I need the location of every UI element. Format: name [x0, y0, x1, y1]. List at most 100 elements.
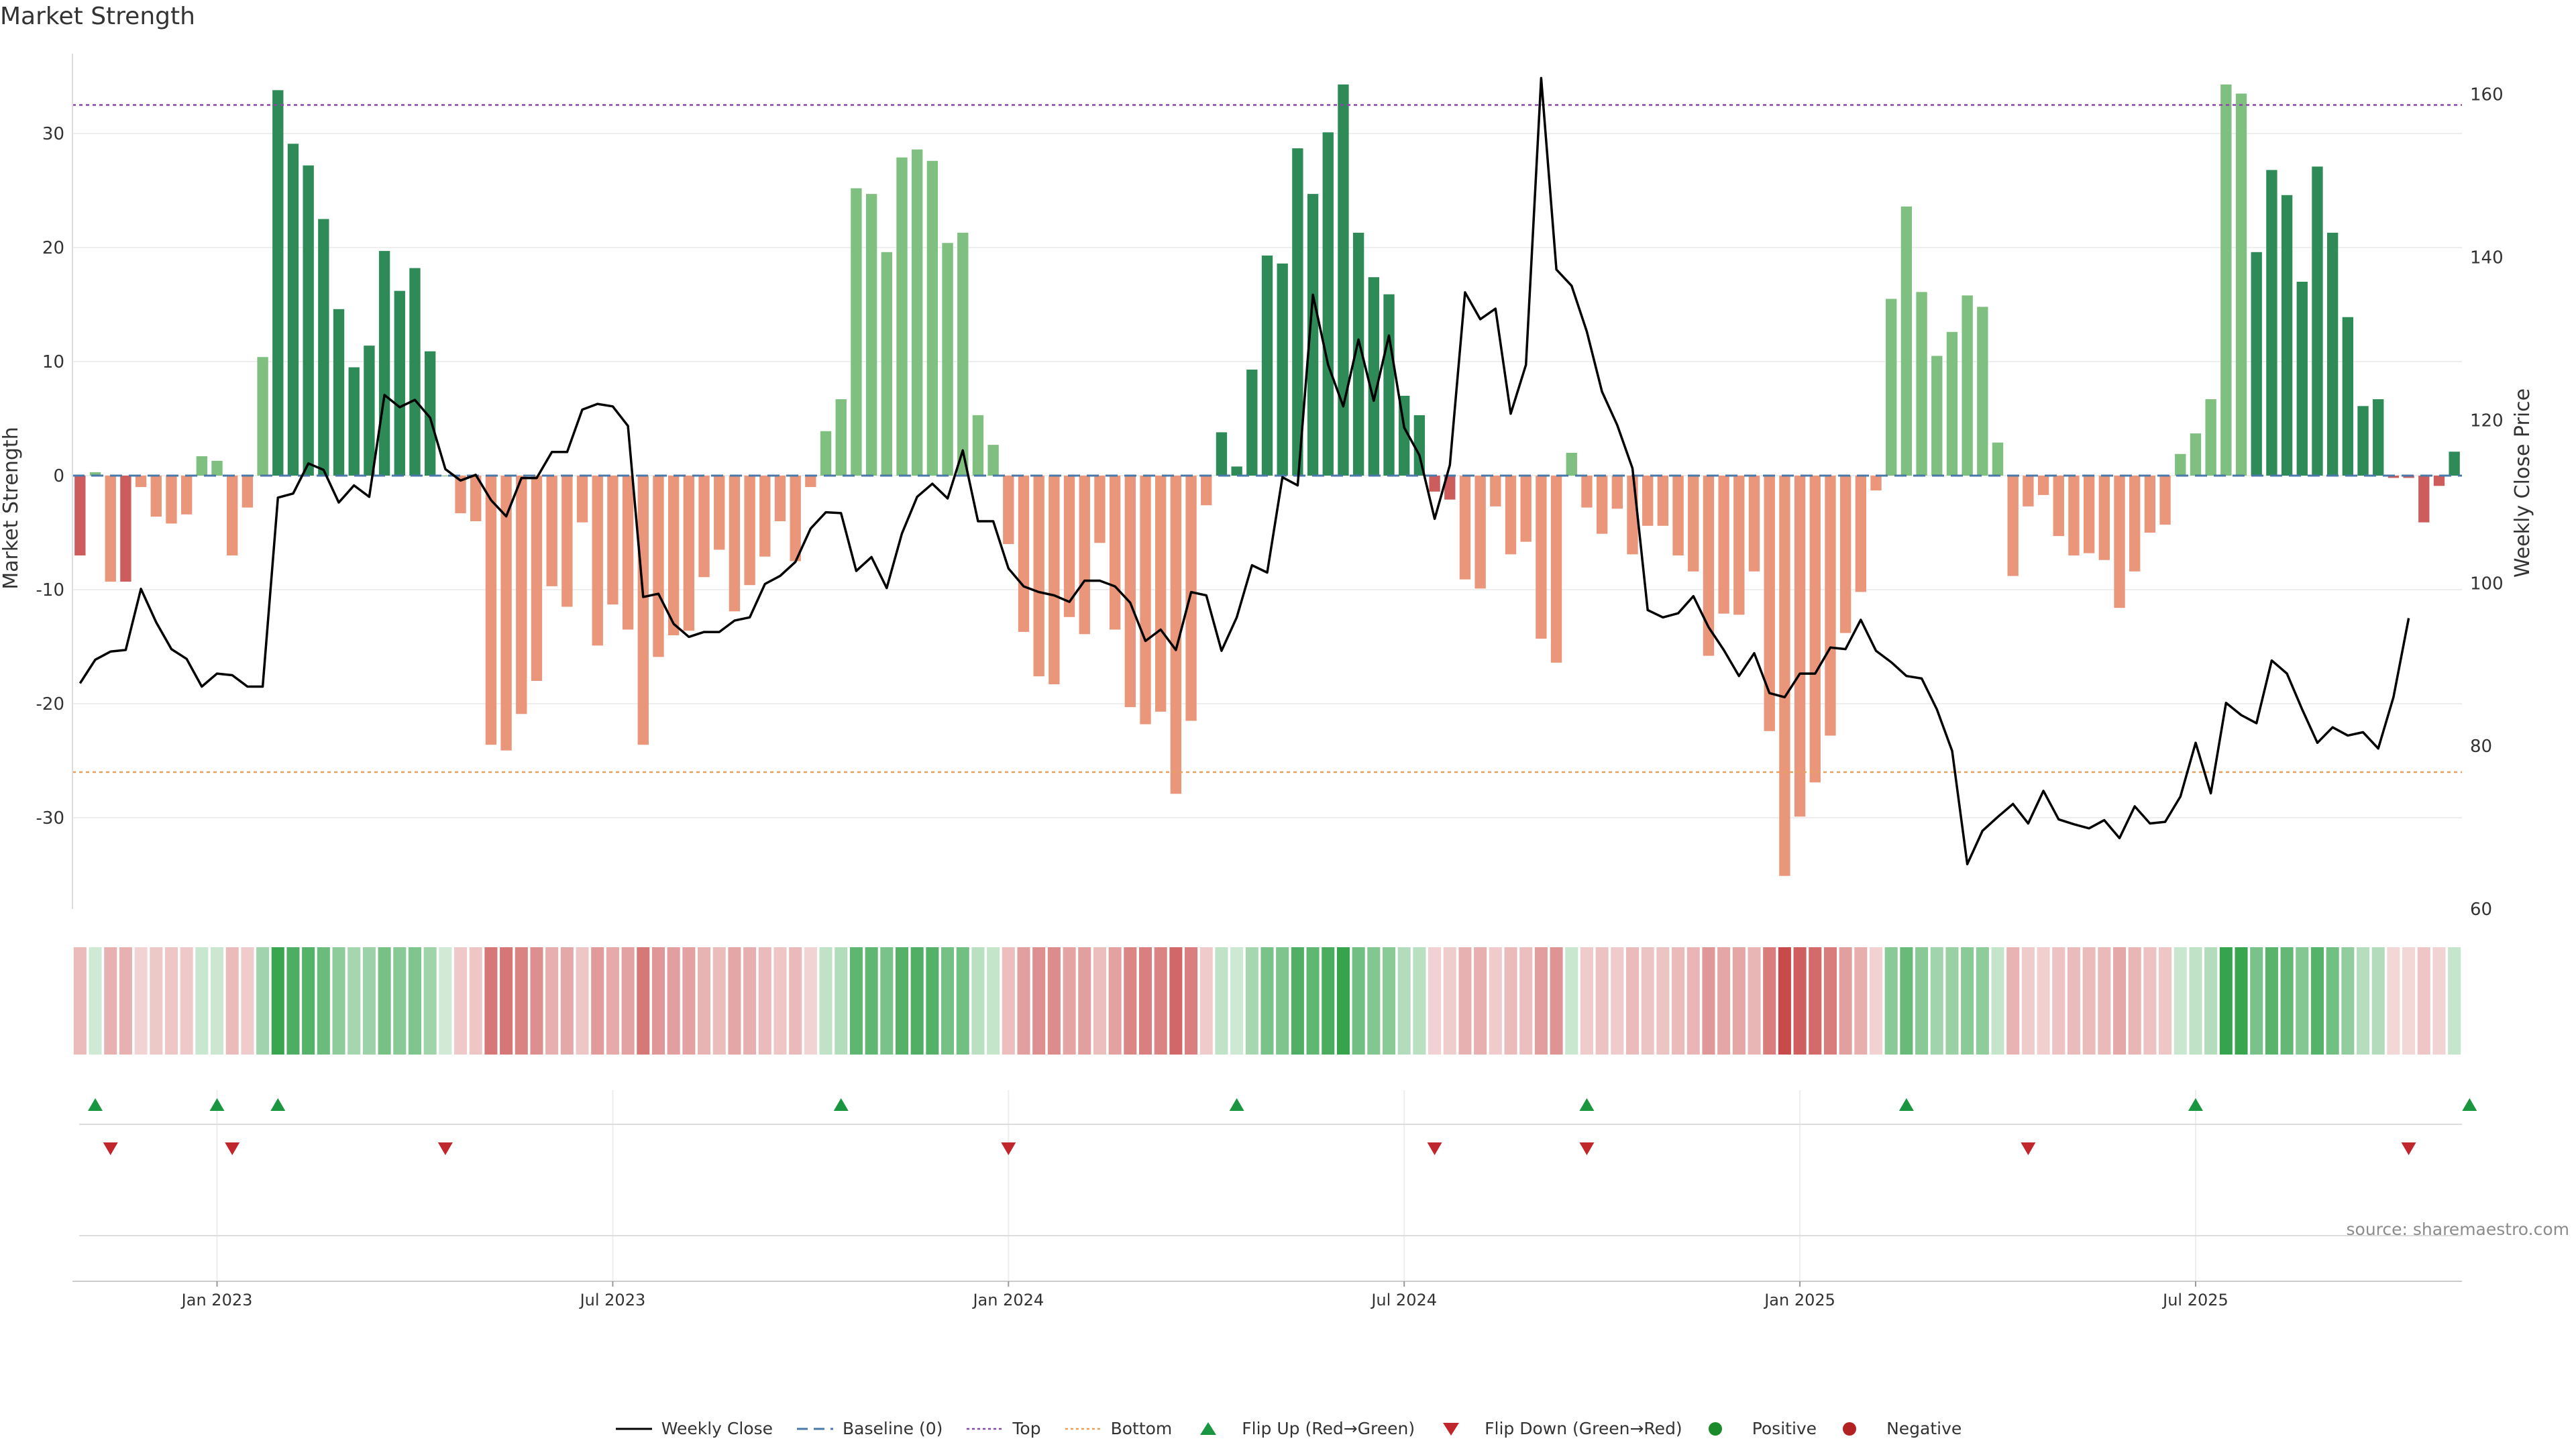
heat-cell — [1124, 947, 1137, 1055]
strength-bar — [1292, 148, 1303, 476]
strength-bar — [1109, 476, 1121, 630]
heat-cell — [164, 947, 178, 1055]
heat-cell — [621, 947, 635, 1055]
heat-cell — [2143, 947, 2157, 1055]
heat-cell — [1215, 947, 1228, 1055]
strength-bar — [592, 476, 603, 646]
flip-down-marker — [2021, 1142, 2036, 1155]
strength-bar — [698, 476, 710, 578]
heat-cell — [1580, 947, 1593, 1055]
legend-label: Baseline (0) — [843, 1419, 943, 1438]
y-tick-label: 0 — [53, 466, 64, 486]
heat-cell — [682, 947, 696, 1055]
heat-cell — [1534, 947, 1548, 1055]
strength-bar — [1809, 476, 1821, 783]
strength-bar — [135, 476, 147, 487]
strength-bar — [455, 476, 466, 514]
heat-cell — [408, 947, 422, 1055]
strength-bar — [1886, 299, 1897, 476]
heat-cell — [637, 947, 650, 1055]
strength-bar — [835, 399, 847, 476]
heat-cell — [941, 947, 955, 1055]
legend-flip-down: Flip Down (Green→Red) — [1438, 1419, 1682, 1438]
strength-bar — [1581, 476, 1593, 508]
strength-bar — [303, 165, 314, 476]
strength-bar — [1870, 476, 1882, 491]
legend-top: Top — [965, 1419, 1041, 1438]
y2-tick-label: 60 — [2470, 900, 2492, 920]
legend-label: Negative — [1886, 1419, 1962, 1438]
strength-bar — [211, 460, 223, 476]
legend-label: Positive — [1752, 1419, 1817, 1438]
strength-bar — [1368, 277, 1379, 476]
flip-down-marker — [1579, 1142, 1595, 1155]
heat-cell — [865, 947, 878, 1055]
strength-bar — [2053, 476, 2064, 537]
heat-cell — [758, 947, 771, 1055]
heat-cell — [423, 947, 437, 1055]
strength-bar — [865, 194, 877, 476]
heat-cell — [1625, 947, 1640, 1055]
strength-bar — [2326, 232, 2339, 476]
strength-bar — [896, 157, 908, 476]
heat-cell — [1976, 947, 1989, 1055]
heat-cell — [1367, 947, 1381, 1055]
strength-bar — [987, 445, 999, 476]
strength-bar — [318, 219, 329, 476]
heat-cell — [1078, 947, 1091, 1055]
strength-bar — [1977, 307, 1988, 476]
heat-cell — [1778, 947, 1791, 1055]
flip-down-marker — [103, 1142, 118, 1155]
heat-cell — [1443, 947, 1456, 1055]
legend-negative: Negative — [1839, 1419, 1962, 1438]
price-line-group — [78, 76, 2410, 865]
heat-cell — [211, 947, 224, 1055]
flip-up-marker — [88, 1098, 103, 1111]
flip-up-marker — [833, 1098, 849, 1111]
y-tick-label: -10 — [36, 580, 64, 600]
heat-cell — [1823, 947, 1837, 1055]
y-tick-label: -30 — [36, 808, 64, 828]
strength-bar — [912, 149, 923, 476]
heat-cell — [895, 947, 909, 1055]
strength-bar — [805, 476, 816, 487]
heat-cell — [2448, 947, 2461, 1055]
legend-label: Weekly Close — [661, 1419, 773, 1438]
heat-cell — [2006, 947, 2020, 1055]
heat-cell — [1002, 947, 1015, 1055]
heat-cell — [773, 947, 787, 1055]
strength-bar — [926, 160, 938, 476]
legend: Weekly Close Baseline (0) Top Bottom Fli… — [0, 1419, 2576, 1438]
line-swatch-icon — [615, 1428, 652, 1430]
heat-cell — [104, 947, 117, 1055]
strength-bar — [1413, 415, 1426, 476]
strength-bar — [942, 243, 953, 476]
heat-cell — [286, 947, 300, 1055]
heat-cell — [880, 947, 894, 1055]
strength-bar — [2007, 476, 2019, 576]
heat-cell — [2432, 947, 2446, 1055]
strength-bar — [424, 351, 436, 476]
strength-bar — [1170, 476, 1182, 794]
heat-cell — [1961, 947, 1974, 1055]
strength-bar — [1962, 295, 1973, 476]
heat-cell — [1763, 947, 1776, 1055]
y2-tick-label: 80 — [2470, 737, 2492, 757]
strength-bar — [2433, 476, 2445, 486]
strength-bar — [576, 476, 588, 523]
heat-cell — [1930, 947, 1943, 1055]
flip-markers — [79, 1098, 2477, 1236]
heat-cell — [1884, 947, 1898, 1055]
heat-cell — [926, 947, 939, 1055]
heat-cell — [835, 947, 848, 1055]
strength-bar — [1596, 476, 1608, 534]
heat-cell — [2082, 947, 2096, 1055]
heat-cell — [819, 947, 833, 1055]
strength-bar — [500, 476, 512, 751]
heat-cell — [2280, 947, 2294, 1055]
heat-cell — [1565, 947, 1578, 1055]
heat-cell — [1017, 947, 1030, 1055]
strength-bar — [1764, 476, 1775, 731]
